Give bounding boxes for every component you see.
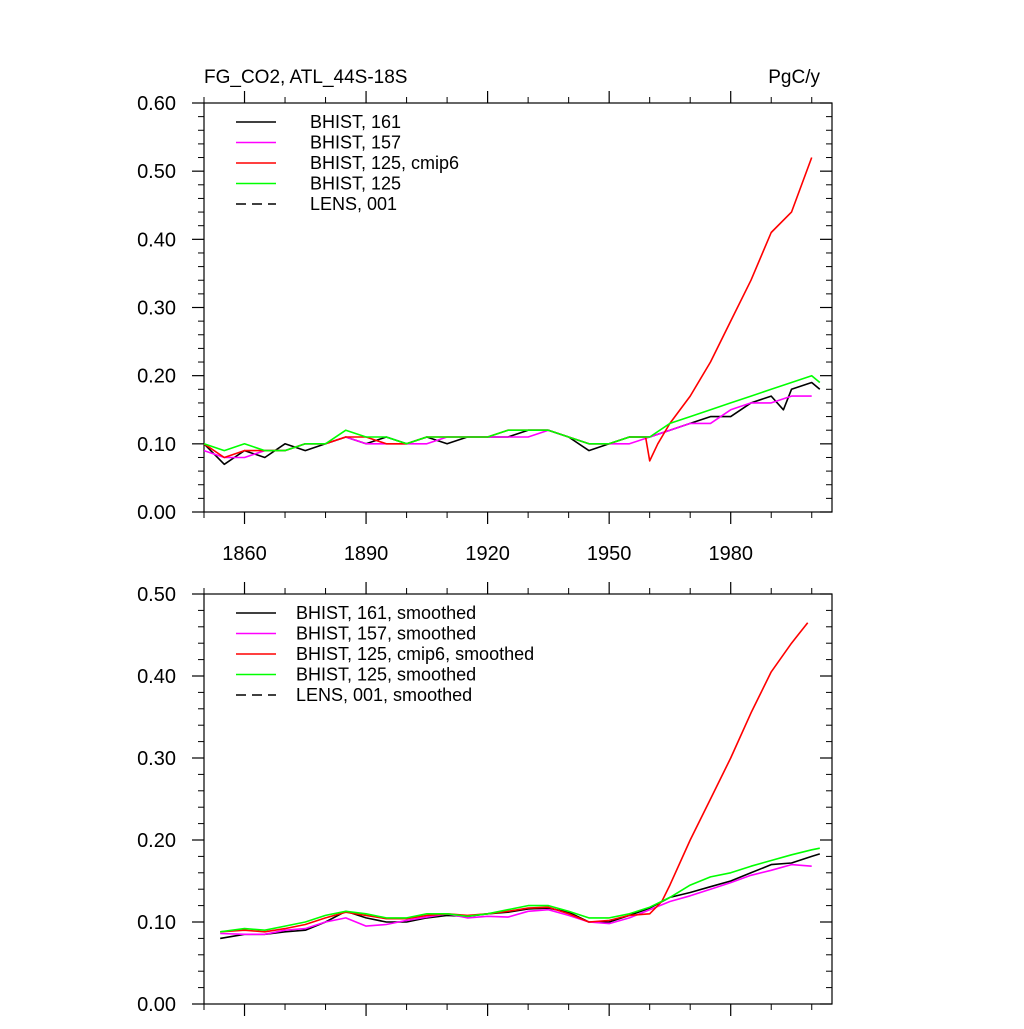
y-tick-label: 0.30 [137,748,176,770]
legend-label: LENS, 001 [310,194,397,214]
unit-label: PgC/y [768,67,820,88]
y-tick-label: 0.00 [137,502,176,524]
legend-label: BHIST, 125, cmip6 [310,153,459,173]
chart-title: FG_CO2, ATL_44S-18S [204,67,407,88]
plot-frame [203,593,833,1005]
series-line-1 [203,381,821,466]
x-tick-label: 1950 [587,543,632,565]
y-tick-label: 0.00 [137,994,176,1016]
x-tick-label: 1890 [344,543,389,565]
series-line-2 [203,395,812,459]
legend-label: BHIST, 157, smoothed [296,624,476,644]
series-line-4 [203,374,821,452]
y-tick-label: 0.40 [137,666,176,688]
series-line-3 [203,157,813,462]
series-line-1 [220,853,821,940]
x-tick-label: 1860 [222,543,267,565]
legend-label: BHIST, 125, cmip6, smoothed [296,644,534,664]
y-tick-label: 0.20 [137,830,176,852]
series-line-4 [220,847,820,933]
series-line-3 [220,622,809,933]
y-tick-label: 0.20 [137,366,176,388]
legend-label: BHIST, 125 [310,174,401,194]
y-tick-label: 0.10 [137,912,176,934]
y-tick-label: 0.50 [137,584,176,606]
legend-label: BHIST, 161 [310,112,401,132]
y-tick-label: 0.10 [137,434,176,456]
y-tick-label: 0.30 [137,298,176,320]
legend-label: LENS, 001, smoothed [296,685,472,705]
x-tick-label: 1920 [465,543,510,565]
legend-label: BHIST, 161, smoothed [296,603,476,623]
y-tick-label: 0.50 [137,161,176,183]
legend-label: BHIST, 125, smoothed [296,665,476,685]
legend-label: BHIST, 157 [310,133,401,153]
y-tick-label: 0.40 [137,229,176,251]
chart-panel-2: 0.00 0.10 0.20 0.30 0.40 0.50 BHIST, 161, smoo… [137,582,833,1016]
chart-panel-1: 0.00 0.10 0.20 0.30 0.40 0.50 0.60 1860 1890 1920… [137,67,833,565]
series-line-2 [220,863,812,936]
y-tick-label: 0.60 [137,93,176,115]
x-tick-label: 1980 [708,543,753,565]
